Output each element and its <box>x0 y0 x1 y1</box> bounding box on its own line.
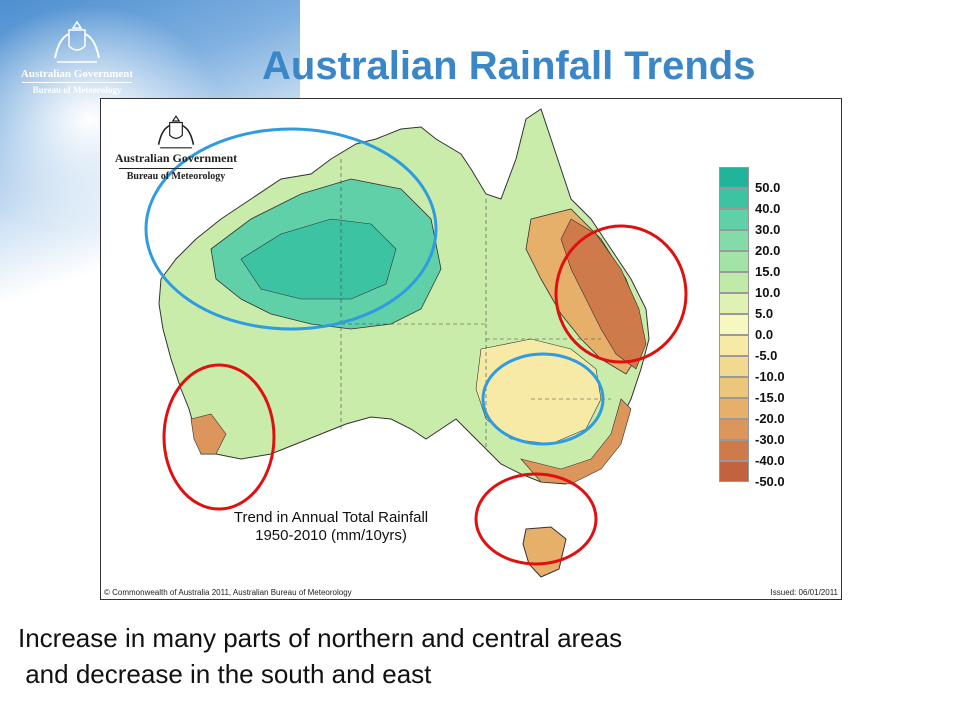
legend-swatch <box>719 230 749 251</box>
australia-map-svg <box>144 108 688 578</box>
legend-label: 30.0 <box>755 222 781 237</box>
legend-label: -50.0 <box>755 474 785 489</box>
legend-swatch <box>719 188 749 209</box>
summary-line2: and decrease in the south and east <box>18 659 432 689</box>
legend-label: -40.0 <box>755 453 785 468</box>
legend-label: -30.0 <box>755 432 785 447</box>
summary-text: Increase in many parts of northern and c… <box>18 620 622 692</box>
legend-swatch <box>719 335 749 356</box>
summary-line1: Increase in many parts of northern and c… <box>18 623 623 653</box>
legend-label: 40.0 <box>755 201 781 216</box>
north-west-core-zone <box>240 218 397 300</box>
highlight-south-west-decrease <box>162 363 276 511</box>
map-caption-line1: Trend in Annual Total Rainfall <box>233 509 429 526</box>
map-caption: Trend in Annual Total Rainfall 1950-2010… <box>211 509 451 545</box>
legend-label: -10.0 <box>755 369 785 384</box>
highlight-central-east-increase <box>481 352 605 446</box>
highlight-north-west-increase <box>144 127 438 331</box>
legend-label: 5.0 <box>755 306 774 321</box>
legend-label: -15.0 <box>755 390 785 405</box>
map-logo: Australian Government Bureau of Meteorol… <box>111 113 241 182</box>
legend-swatch <box>719 251 749 272</box>
legend-swatch <box>719 293 749 314</box>
legend-label: 15.0 <box>755 264 781 279</box>
map-credit: © Commonwealth of Australia 2011, Austra… <box>104 588 352 597</box>
legend-label: 0.0 <box>755 327 774 342</box>
corner-logo-government: Australian Government <box>20 68 134 80</box>
legend-labels: 50.0 40.0 30.0 20.0 15.0 10.0 5.0 0.0 -5.0 -10.0 -… <box>755 177 785 492</box>
legend-swatch <box>719 209 749 230</box>
map-coat-of-arms-icon <box>157 115 195 149</box>
legend-swatch <box>719 377 749 398</box>
south-west-brown-zone <box>190 413 227 455</box>
legend-label: 10.0 <box>755 285 781 300</box>
legend-swatch <box>719 356 749 377</box>
highlight-south-east-decrease <box>474 472 598 566</box>
rainfall-map: Australian Government Bureau of Meteorol… <box>100 98 842 600</box>
map-caption-line2: 1950-2010 (mm/10yrs) <box>255 527 407 544</box>
south-east-brown-zone <box>520 398 632 485</box>
map-logo-bureau: Bureau of Meteorology <box>119 168 233 182</box>
legend-swatch <box>719 167 749 188</box>
legend-swatch <box>719 398 749 419</box>
state-borders <box>340 159 611 449</box>
legend-label: 20.0 <box>755 243 781 258</box>
legend-label: -5.0 <box>755 348 778 363</box>
legend-label: 50.0 <box>755 180 781 195</box>
tasmania <box>522 526 567 578</box>
coat-of-arms-icon <box>54 20 100 63</box>
legend-swatch <box>719 314 749 335</box>
map-logo-government: Australian Government <box>114 151 238 165</box>
map-issued-date: Issued: 06/01/2011 <box>770 588 838 597</box>
corner-logo-bureau: Bureau of Meteorology <box>22 82 132 95</box>
legend-swatch <box>719 272 749 293</box>
legend-color-bar <box>719 167 749 482</box>
corner-logo: Australian Government Bureau of Meteorol… <box>12 18 142 98</box>
highlight-east-coast-decrease <box>554 224 688 364</box>
slide-title: Australian Rainfall Trends <box>262 44 756 88</box>
legend-swatch <box>719 419 749 440</box>
legend-swatch <box>719 461 749 482</box>
legend-label: -20.0 <box>755 411 785 426</box>
legend-swatch <box>719 440 749 461</box>
